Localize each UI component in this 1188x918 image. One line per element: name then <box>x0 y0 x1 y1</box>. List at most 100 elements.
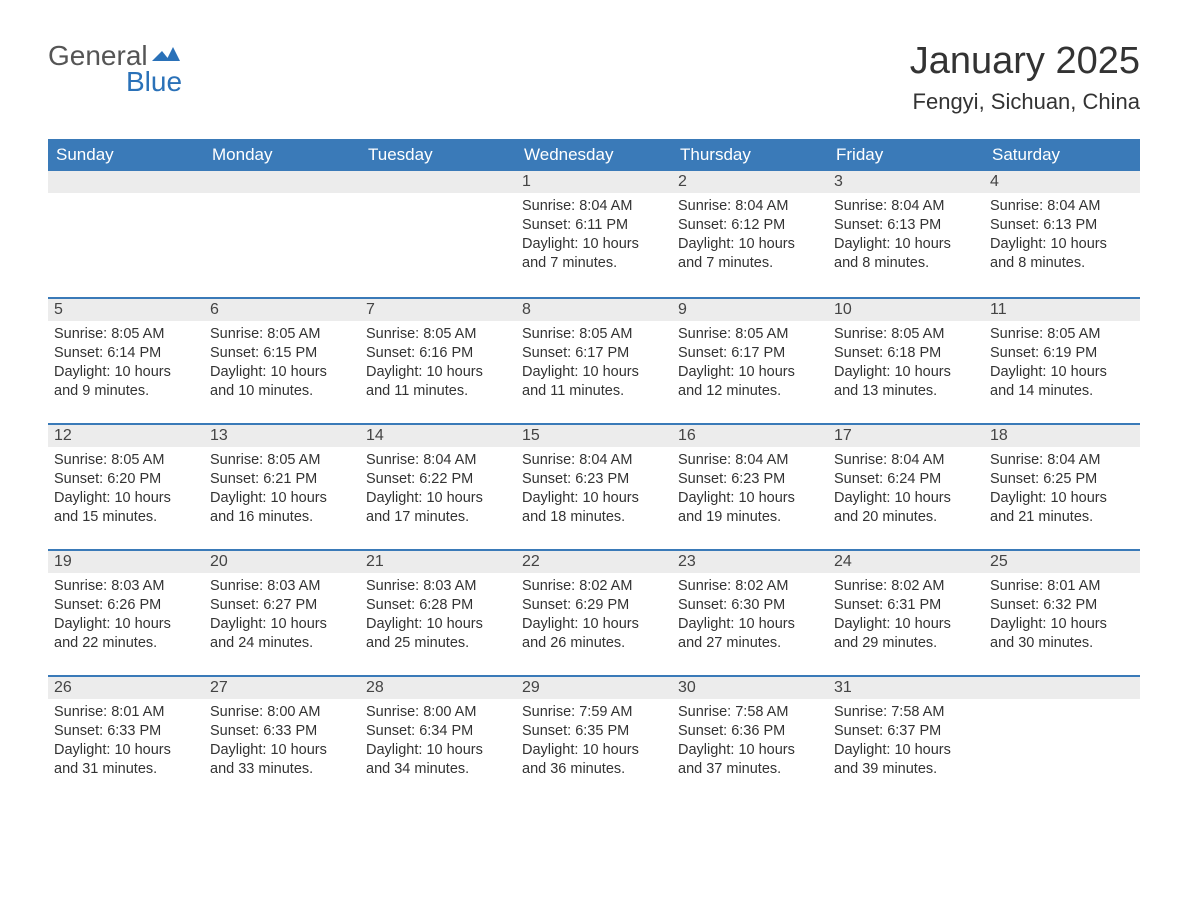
daylight-line: Daylight: 10 hours and 8 minutes. <box>834 235 978 273</box>
weekday-header: Monday <box>204 139 360 171</box>
calendar-day-cell: 26Sunrise: 8:01 AMSunset: 6:33 PMDayligh… <box>48 675 204 801</box>
day-details: Sunrise: 7:59 AMSunset: 6:35 PMDaylight:… <box>516 699 672 784</box>
sunrise-line: Sunrise: 8:04 AM <box>366 451 510 470</box>
sunrise-line: Sunrise: 8:05 AM <box>522 325 666 344</box>
daylight-line: Daylight: 10 hours and 20 minutes. <box>834 489 978 527</box>
day-number: 20 <box>204 549 360 573</box>
day-details: Sunrise: 8:04 AMSunset: 6:11 PMDaylight:… <box>516 193 672 278</box>
day-details: Sunrise: 8:04 AMSunset: 6:23 PMDaylight:… <box>516 447 672 532</box>
day-details: Sunrise: 8:05 AMSunset: 6:18 PMDaylight:… <box>828 321 984 406</box>
daylight-line: Daylight: 10 hours and 33 minutes. <box>210 741 354 779</box>
day-number: 2 <box>672 171 828 193</box>
calendar-day-cell: 2Sunrise: 8:04 AMSunset: 6:12 PMDaylight… <box>672 171 828 297</box>
sunset-line: Sunset: 6:11 PM <box>522 216 666 235</box>
day-number <box>48 171 204 193</box>
header: General Blue January 2025 Fengyi, Sichua… <box>48 40 1140 115</box>
weekday-header: Tuesday <box>360 139 516 171</box>
day-details: Sunrise: 8:05 AMSunset: 6:14 PMDaylight:… <box>48 321 204 406</box>
day-details: Sunrise: 8:01 AMSunset: 6:32 PMDaylight:… <box>984 573 1140 658</box>
sunrise-line: Sunrise: 8:04 AM <box>990 197 1134 216</box>
day-details: Sunrise: 8:05 AMSunset: 6:20 PMDaylight:… <box>48 447 204 532</box>
day-number: 4 <box>984 171 1140 193</box>
sunrise-line: Sunrise: 8:05 AM <box>678 325 822 344</box>
day-details: Sunrise: 8:05 AMSunset: 6:15 PMDaylight:… <box>204 321 360 406</box>
sunset-line: Sunset: 6:29 PM <box>522 596 666 615</box>
calendar-day-cell: 8Sunrise: 8:05 AMSunset: 6:17 PMDaylight… <box>516 297 672 423</box>
sunset-line: Sunset: 6:13 PM <box>834 216 978 235</box>
sunset-line: Sunset: 6:17 PM <box>522 344 666 363</box>
sunset-line: Sunset: 6:15 PM <box>210 344 354 363</box>
daylight-line: Daylight: 10 hours and 30 minutes. <box>990 615 1134 653</box>
day-details: Sunrise: 8:05 AMSunset: 6:21 PMDaylight:… <box>204 447 360 532</box>
daylight-line: Daylight: 10 hours and 22 minutes. <box>54 615 198 653</box>
calendar-day-cell: 4Sunrise: 8:04 AMSunset: 6:13 PMDaylight… <box>984 171 1140 297</box>
calendar-day-cell: 29Sunrise: 7:59 AMSunset: 6:35 PMDayligh… <box>516 675 672 801</box>
sunset-line: Sunset: 6:28 PM <box>366 596 510 615</box>
daylight-line: Daylight: 10 hours and 29 minutes. <box>834 615 978 653</box>
day-number <box>984 675 1140 699</box>
day-number: 26 <box>48 675 204 699</box>
calendar-day-cell: 23Sunrise: 8:02 AMSunset: 6:30 PMDayligh… <box>672 549 828 675</box>
sunrise-line: Sunrise: 8:05 AM <box>210 325 354 344</box>
day-number: 17 <box>828 423 984 447</box>
day-number: 25 <box>984 549 1140 573</box>
day-number <box>204 171 360 193</box>
sunrise-line: Sunrise: 8:02 AM <box>678 577 822 596</box>
sunset-line: Sunset: 6:27 PM <box>210 596 354 615</box>
day-details: Sunrise: 8:03 AMSunset: 6:27 PMDaylight:… <box>204 573 360 658</box>
day-details <box>360 193 516 201</box>
daylight-line: Daylight: 10 hours and 36 minutes. <box>522 741 666 779</box>
daylight-line: Daylight: 10 hours and 34 minutes. <box>366 741 510 779</box>
daylight-line: Daylight: 10 hours and 27 minutes. <box>678 615 822 653</box>
day-number: 27 <box>204 675 360 699</box>
daylight-line: Daylight: 10 hours and 11 minutes. <box>366 363 510 401</box>
sunset-line: Sunset: 6:34 PM <box>366 722 510 741</box>
day-details: Sunrise: 8:04 AMSunset: 6:22 PMDaylight:… <box>360 447 516 532</box>
calendar-week-row: 26Sunrise: 8:01 AMSunset: 6:33 PMDayligh… <box>48 675 1140 801</box>
day-details <box>48 193 204 201</box>
sunrise-line: Sunrise: 7:58 AM <box>678 703 822 722</box>
calendar-day-cell: 27Sunrise: 8:00 AMSunset: 6:33 PMDayligh… <box>204 675 360 801</box>
sunset-line: Sunset: 6:37 PM <box>834 722 978 741</box>
day-details: Sunrise: 8:04 AMSunset: 6:23 PMDaylight:… <box>672 447 828 532</box>
daylight-line: Daylight: 10 hours and 13 minutes. <box>834 363 978 401</box>
sunrise-line: Sunrise: 8:05 AM <box>990 325 1134 344</box>
daylight-line: Daylight: 10 hours and 15 minutes. <box>54 489 198 527</box>
daylight-line: Daylight: 10 hours and 11 minutes. <box>522 363 666 401</box>
sunset-line: Sunset: 6:26 PM <box>54 596 198 615</box>
day-number: 10 <box>828 297 984 321</box>
daylight-line: Daylight: 10 hours and 18 minutes. <box>522 489 666 527</box>
day-details: Sunrise: 8:05 AMSunset: 6:19 PMDaylight:… <box>984 321 1140 406</box>
calendar-week-row: 12Sunrise: 8:05 AMSunset: 6:20 PMDayligh… <box>48 423 1140 549</box>
calendar-day-cell <box>360 171 516 297</box>
sunset-line: Sunset: 6:17 PM <box>678 344 822 363</box>
day-number: 12 <box>48 423 204 447</box>
sunset-line: Sunset: 6:18 PM <box>834 344 978 363</box>
day-details: Sunrise: 8:04 AMSunset: 6:13 PMDaylight:… <box>984 193 1140 278</box>
logo-word2: Blue <box>126 66 182 98</box>
daylight-line: Daylight: 10 hours and 7 minutes. <box>678 235 822 273</box>
day-details: Sunrise: 8:00 AMSunset: 6:33 PMDaylight:… <box>204 699 360 784</box>
location-label: Fengyi, Sichuan, China <box>910 89 1140 115</box>
day-details: Sunrise: 7:58 AMSunset: 6:36 PMDaylight:… <box>672 699 828 784</box>
sunset-line: Sunset: 6:13 PM <box>990 216 1134 235</box>
day-number: 9 <box>672 297 828 321</box>
day-details: Sunrise: 8:04 AMSunset: 6:25 PMDaylight:… <box>984 447 1140 532</box>
day-number: 15 <box>516 423 672 447</box>
sunset-line: Sunset: 6:19 PM <box>990 344 1134 363</box>
calendar-day-cell: 16Sunrise: 8:04 AMSunset: 6:23 PMDayligh… <box>672 423 828 549</box>
calendar-day-cell: 31Sunrise: 7:58 AMSunset: 6:37 PMDayligh… <box>828 675 984 801</box>
day-number: 1 <box>516 171 672 193</box>
sunrise-line: Sunrise: 7:58 AM <box>834 703 978 722</box>
sunrise-line: Sunrise: 8:04 AM <box>678 197 822 216</box>
calendar-day-cell: 30Sunrise: 7:58 AMSunset: 6:36 PMDayligh… <box>672 675 828 801</box>
day-details: Sunrise: 8:00 AMSunset: 6:34 PMDaylight:… <box>360 699 516 784</box>
sunrise-line: Sunrise: 8:04 AM <box>834 451 978 470</box>
daylight-line: Daylight: 10 hours and 8 minutes. <box>990 235 1134 273</box>
day-details: Sunrise: 8:03 AMSunset: 6:26 PMDaylight:… <box>48 573 204 658</box>
calendar-day-cell: 1Sunrise: 8:04 AMSunset: 6:11 PMDaylight… <box>516 171 672 297</box>
daylight-line: Daylight: 10 hours and 24 minutes. <box>210 615 354 653</box>
sunset-line: Sunset: 6:33 PM <box>54 722 198 741</box>
calendar-day-cell: 9Sunrise: 8:05 AMSunset: 6:17 PMDaylight… <box>672 297 828 423</box>
calendar-day-cell: 12Sunrise: 8:05 AMSunset: 6:20 PMDayligh… <box>48 423 204 549</box>
